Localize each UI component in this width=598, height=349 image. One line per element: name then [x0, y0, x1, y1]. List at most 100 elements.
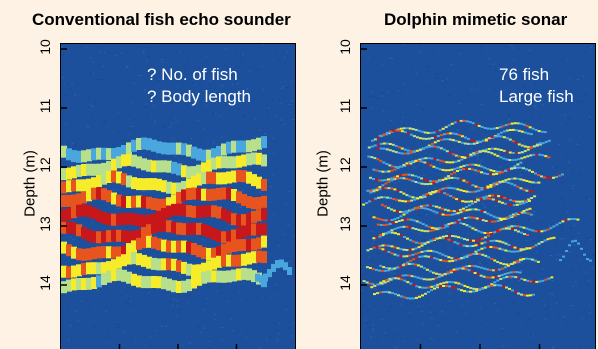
noise-speck	[557, 313, 560, 315]
noise-speck	[226, 209, 229, 211]
fish-trace	[409, 150, 413, 153]
noise-speck	[586, 284, 589, 286]
fish-trace	[561, 220, 565, 223]
noise-speck	[385, 174, 387, 176]
fish-trace	[506, 272, 510, 275]
fish-trace	[541, 279, 545, 282]
echo-cell	[211, 157, 217, 170]
fish-trace	[379, 264, 383, 267]
echo-cell	[91, 148, 97, 161]
noise-speck	[374, 183, 377, 185]
fish-trace	[410, 263, 414, 265]
noise-speck	[381, 64, 384, 66]
fish-trace	[519, 225, 523, 228]
fish-trace	[433, 257, 437, 260]
noise-speck	[550, 255, 552, 256]
noise-speck	[481, 340, 484, 342]
fish-trace	[378, 244, 382, 247]
echo-cell	[166, 160, 172, 173]
fish-trace	[444, 169, 448, 172]
fish-trace	[513, 184, 517, 187]
echo-cell	[211, 205, 217, 218]
fish-trace	[371, 283, 375, 286]
fish-trace	[564, 219, 568, 222]
fish-trace	[523, 278, 527, 281]
fish-trace	[543, 131, 547, 134]
fish-trace	[468, 208, 472, 211]
echo-cell	[61, 145, 67, 158]
fish-trace	[403, 236, 406, 238]
fish-trace	[440, 207, 444, 210]
fish-trace	[516, 122, 520, 125]
noise-speck	[267, 277, 270, 279]
noise-speck	[520, 125, 523, 127]
fish-trace	[524, 199, 528, 202]
noise-speck	[69, 236, 72, 238]
fish-trace	[406, 237, 409, 240]
fish-trace	[522, 188, 526, 191]
fish-trace	[529, 147, 533, 149]
noise-speck	[68, 339, 71, 341]
fish-trace	[423, 161, 427, 164]
noise-speck	[288, 191, 291, 193]
noise-speck	[511, 325, 514, 327]
noise-speck	[398, 180, 401, 182]
noise-speck	[280, 222, 283, 224]
noise-speck	[78, 276, 81, 278]
noise-speck	[555, 167, 558, 169]
noise-speck	[174, 155, 176, 157]
noise-speck	[139, 74, 142, 76]
fish-trace	[389, 268, 393, 271]
noise-speck	[228, 301, 231, 303]
fish-trace	[432, 165, 436, 168]
echo-cell	[66, 148, 72, 161]
fish-trace	[475, 217, 479, 220]
fish-trace	[472, 290, 475, 293]
fish-trace	[484, 150, 488, 153]
echo-cell	[111, 158, 117, 171]
fish-trace	[457, 258, 461, 261]
noise-speck	[142, 190, 145, 192]
echo-cell	[131, 154, 137, 167]
fish-trace	[453, 121, 457, 124]
fish-trace	[505, 129, 509, 132]
fish-trace	[376, 143, 380, 146]
fish-trace	[528, 207, 532, 210]
fish-trace	[513, 225, 517, 228]
echo-cell	[146, 196, 152, 209]
noise-speck	[576, 143, 579, 145]
noise-speck	[417, 306, 420, 308]
noise-speck	[197, 67, 200, 69]
echo-cell	[106, 171, 112, 183]
fish-trace	[471, 168, 474, 171]
echo-cell	[146, 256, 152, 269]
noise-speck	[388, 222, 391, 224]
fish-trace	[537, 230, 541, 233]
noise-speck	[91, 105, 94, 107]
echo-cell	[216, 230, 222, 243]
fish-trace	[528, 180, 532, 183]
fish-trace	[501, 171, 504, 174]
echo-cell	[236, 140, 242, 153]
fish-trace	[502, 136, 506, 139]
echo-cell	[231, 189, 237, 201]
fish-trace	[463, 217, 467, 219]
echo-cell	[221, 143, 227, 156]
noise-speck	[588, 116, 591, 118]
fish-trace	[448, 234, 451, 237]
fish-trace	[519, 122, 523, 125]
echo-cell	[161, 180, 167, 193]
fish-trace	[546, 177, 549, 179]
noise-speck	[464, 128, 467, 130]
echo-cell	[241, 214, 247, 227]
echo-cell	[96, 262, 102, 275]
fish-trace	[411, 253, 415, 256]
fish-trace	[497, 195, 501, 198]
noise-speck	[510, 277, 513, 279]
fish-trace	[370, 139, 374, 142]
noise-speck	[419, 51, 422, 52]
fish-trace	[414, 252, 418, 255]
noise-speck	[407, 312, 410, 314]
fish-trace	[374, 283, 378, 286]
fish-trace	[420, 177, 423, 180]
